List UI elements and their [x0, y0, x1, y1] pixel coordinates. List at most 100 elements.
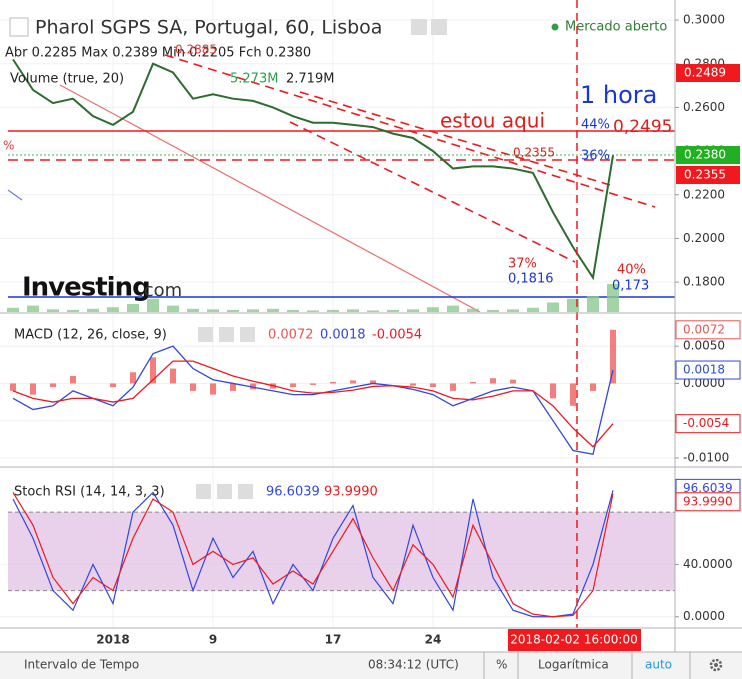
- gear-icon[interactable]: [217, 484, 232, 499]
- histogram-bar: [610, 329, 616, 384]
- log-button[interactable]: Logarítmica: [538, 658, 609, 672]
- volume-bar: [547, 302, 559, 312]
- close-icon[interactable]: [238, 484, 253, 499]
- volume-bar: [347, 309, 359, 312]
- annotation: 40%: [617, 263, 646, 278]
- y-tick-label: 0.1800: [683, 275, 725, 289]
- histogram-bar: [130, 372, 136, 384]
- histogram-bar: [490, 378, 496, 384]
- y-tick-label: 0.2000: [683, 231, 725, 245]
- settings-button[interactable]: [709, 658, 723, 672]
- histogram-bar: [150, 357, 156, 384]
- y-tick-label: 0.0000: [683, 609, 725, 623]
- volume-bar: [387, 309, 399, 312]
- annotation: 1 hora: [580, 81, 657, 109]
- watermark: .com: [138, 280, 182, 301]
- volume-bar: [487, 309, 499, 312]
- volume-bar: [587, 296, 599, 312]
- annotation: estou aqui: [440, 109, 545, 133]
- volume-bar: [147, 298, 159, 312]
- value-badge-label: 96.6039: [683, 481, 733, 495]
- histogram-bar: [210, 383, 216, 395]
- annotation: 37%: [508, 257, 537, 272]
- volume-title: Volume (true, 20): [10, 72, 124, 87]
- gear-icon[interactable]: [431, 19, 447, 35]
- x-tick-label: 24: [425, 633, 442, 647]
- annotation: 36%: [581, 149, 610, 164]
- histogram-bar: [350, 380, 356, 384]
- histogram-bar: [230, 383, 236, 391]
- volume-value: 5.273M: [230, 72, 278, 87]
- drawings: [7, 54, 675, 312]
- annotation: 0,2355: [513, 146, 555, 160]
- histogram-bar: [330, 381, 336, 384]
- volume-bar: [527, 307, 539, 312]
- annotation: 0.2885: [175, 43, 217, 57]
- collapse-icon[interactable]: [9, 17, 29, 37]
- histogram-bar: [50, 383, 56, 388]
- auto-button[interactable]: auto: [645, 658, 672, 672]
- y-tick-label: 0.3000: [683, 13, 725, 27]
- series-line: [12, 492, 614, 618]
- volume-bar: [167, 305, 179, 312]
- value-badge-label: 0.0072: [683, 322, 725, 336]
- histogram-bar: [370, 380, 376, 384]
- series-line: [12, 58, 614, 281]
- ohlc: Abr 0.2285 Max 0.2389 Min 0.2205 Fch 0.2…: [5, 46, 311, 61]
- volume-bar: [467, 308, 479, 312]
- price-badge: [676, 166, 740, 184]
- trend-line: [7, 189, 23, 201]
- histogram-bar: [510, 379, 516, 384]
- annotation: 0,1816: [508, 272, 554, 287]
- pane-line: [7, 58, 619, 312]
- series-line: [12, 345, 614, 455]
- histogram-bar: [290, 383, 296, 388]
- eye-icon[interactable]: [198, 327, 213, 342]
- volume-bar: [7, 307, 19, 312]
- volume-bar: [207, 309, 219, 312]
- trend-line-dashed: [299, 91, 611, 186]
- annotation: 0,2495: [613, 117, 672, 137]
- histogram-bar: [10, 383, 16, 391]
- gear-icon[interactable]: [219, 327, 234, 342]
- eye-icon[interactable]: [196, 484, 211, 499]
- y-tick-label: 0.0050: [683, 339, 725, 353]
- legend-value: 93.9990: [324, 485, 378, 500]
- x-tick-label: 17: [325, 633, 342, 647]
- chart-title: Pharol SGPS SA, Portugal, 60, Lisboa: [35, 17, 382, 39]
- eye-icon[interactable]: [411, 19, 427, 35]
- x-tick-label: 2018: [96, 633, 129, 647]
- value-badge: [675, 414, 741, 434]
- volume-ma-value: 2.719M: [286, 72, 334, 87]
- histogram-bar: [410, 383, 416, 386]
- value-badge-label: 93.9990: [683, 494, 733, 508]
- value-badge: [675, 360, 741, 380]
- annotation: 44%: [581, 118, 610, 133]
- legend-value: 0.0018: [320, 328, 366, 343]
- interval-button[interactable]: Intervalo de Tempo: [24, 658, 139, 672]
- pane-macd: [10, 329, 616, 455]
- histogram-bar: [190, 383, 196, 391]
- volume-bar: [427, 307, 439, 312]
- y-tick-label: 40.0000: [683, 557, 733, 571]
- histogram-bar: [110, 383, 116, 388]
- volume-bar: [87, 308, 99, 312]
- histogram-bar: [590, 383, 596, 391]
- clock: 08:34:12 (UTC): [368, 658, 459, 672]
- crosshair-label: 2018-02-02 16:00:00: [510, 633, 637, 647]
- volume-bar: [607, 284, 619, 312]
- legend-value: -0.0054: [372, 328, 422, 343]
- stoch-title: Stoch RSI (14, 14, 3, 3): [14, 485, 165, 500]
- status-dot: [551, 23, 559, 31]
- watermark: Investing: [22, 273, 150, 303]
- close-icon[interactable]: [240, 327, 255, 342]
- crosshair-badge: [508, 629, 641, 651]
- volume-bar: [447, 305, 459, 312]
- histogram-bar: [30, 383, 36, 395]
- histogram-bar: [310, 383, 316, 385]
- percent-button[interactable]: %: [496, 658, 507, 672]
- volume-bar: [27, 305, 39, 312]
- volume-bar: [187, 308, 199, 312]
- histogram-bar: [250, 383, 256, 390]
